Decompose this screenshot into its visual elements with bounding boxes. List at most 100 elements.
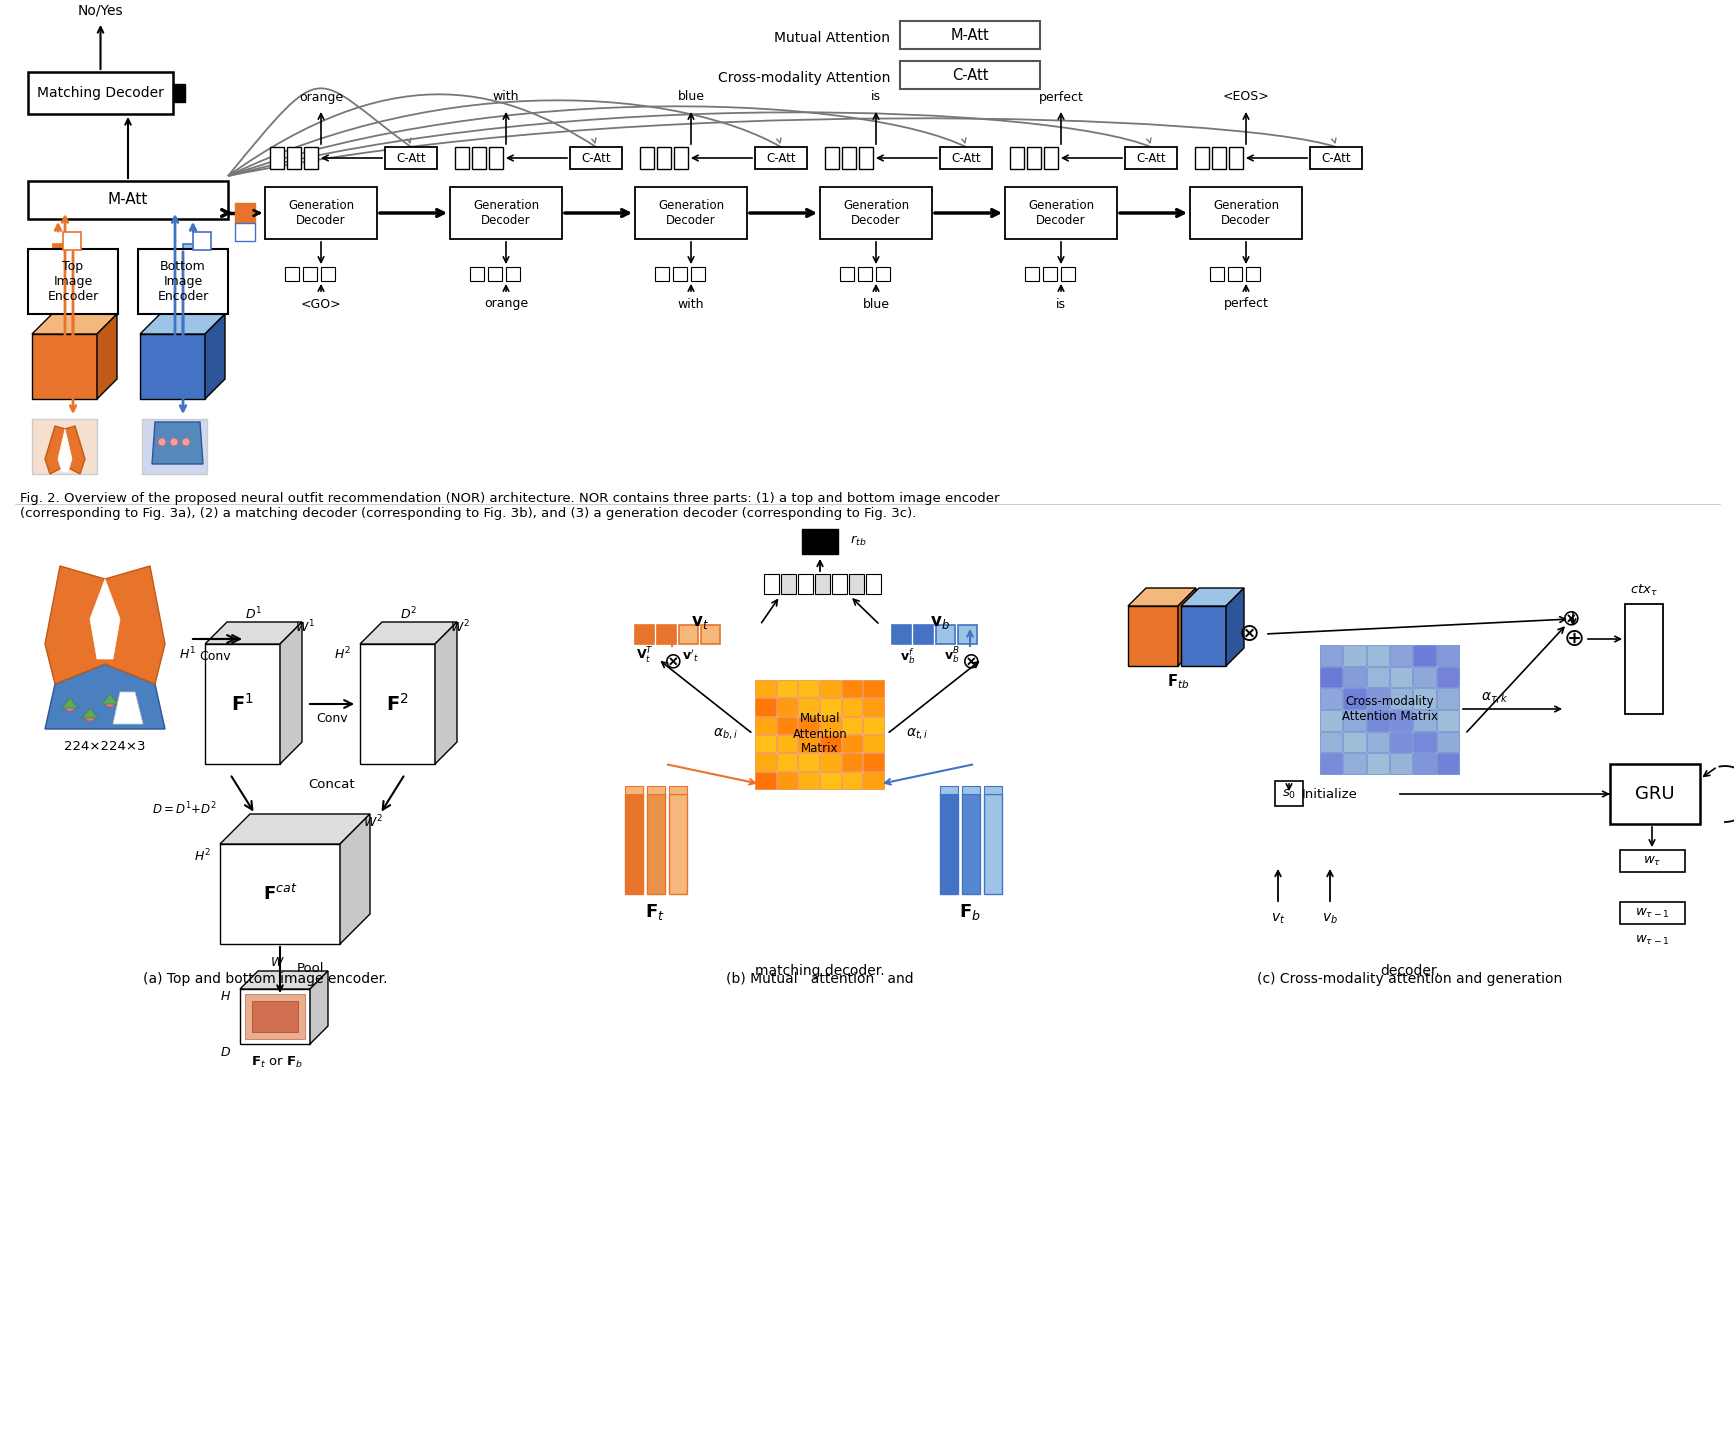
- FancyBboxPatch shape: [265, 186, 376, 239]
- FancyBboxPatch shape: [1366, 710, 1389, 731]
- FancyBboxPatch shape: [777, 736, 798, 753]
- FancyBboxPatch shape: [506, 267, 520, 281]
- Text: $\mathbf{F}_b$: $\mathbf{F}_b$: [959, 902, 981, 922]
- Text: Generation
Decoder: Generation Decoder: [473, 199, 539, 227]
- Text: (c) Cross-modality attention and generation: (c) Cross-modality attention and generat…: [1257, 972, 1562, 987]
- Text: $\mathbf{F}^2$: $\mathbf{F}^2$: [387, 693, 409, 716]
- FancyBboxPatch shape: [841, 717, 862, 734]
- FancyBboxPatch shape: [1437, 667, 1458, 687]
- Text: orange: orange: [484, 297, 529, 311]
- FancyBboxPatch shape: [841, 753, 862, 770]
- FancyBboxPatch shape: [669, 786, 687, 794]
- FancyBboxPatch shape: [841, 736, 862, 753]
- FancyBboxPatch shape: [983, 786, 1002, 794]
- FancyBboxPatch shape: [841, 698, 862, 716]
- Text: $\alpha_{\tau,k}$: $\alpha_{\tau,k}$: [1481, 691, 1509, 707]
- Text: Generation
Decoder: Generation Decoder: [1214, 199, 1280, 227]
- Text: C-Att: C-Att: [395, 152, 427, 165]
- FancyBboxPatch shape: [765, 574, 779, 594]
- Polygon shape: [220, 845, 340, 944]
- Circle shape: [182, 437, 191, 446]
- FancyBboxPatch shape: [271, 148, 284, 169]
- FancyBboxPatch shape: [777, 698, 798, 716]
- FancyBboxPatch shape: [1366, 645, 1389, 665]
- Text: $W^1$: $W^1$: [295, 618, 316, 635]
- FancyBboxPatch shape: [940, 786, 957, 794]
- Text: with: with: [492, 90, 518, 103]
- FancyBboxPatch shape: [31, 419, 97, 475]
- Text: $\mathbf{F}_t$ or $\mathbf{F}_b$: $\mathbf{F}_t$ or $\mathbf{F}_b$: [251, 1054, 303, 1070]
- FancyBboxPatch shape: [669, 794, 687, 893]
- FancyBboxPatch shape: [1366, 731, 1389, 753]
- Text: $\mathbf{F}_t$: $\mathbf{F}_t$: [645, 902, 664, 922]
- Polygon shape: [361, 622, 458, 644]
- FancyBboxPatch shape: [1229, 148, 1243, 169]
- Text: perfect: perfect: [1224, 297, 1269, 311]
- Circle shape: [170, 437, 179, 446]
- Text: $\alpha_{t,i}$: $\alpha_{t,i}$: [905, 727, 928, 741]
- Text: decoder.: decoder.: [1380, 964, 1439, 978]
- FancyBboxPatch shape: [139, 250, 227, 314]
- Text: C-Att: C-Att: [581, 152, 610, 165]
- FancyBboxPatch shape: [798, 753, 818, 770]
- Text: $w_{\tau-1}$: $w_{\tau-1}$: [1635, 906, 1670, 919]
- Polygon shape: [1129, 588, 1196, 607]
- Text: (b) Mutual   attention   and: (b) Mutual attention and: [727, 972, 914, 987]
- Text: $W^2$: $W^2$: [362, 813, 383, 830]
- FancyBboxPatch shape: [680, 625, 699, 644]
- FancyBboxPatch shape: [820, 680, 841, 697]
- FancyBboxPatch shape: [288, 148, 302, 169]
- Polygon shape: [205, 622, 302, 644]
- FancyBboxPatch shape: [1391, 731, 1411, 753]
- Polygon shape: [102, 694, 118, 704]
- FancyBboxPatch shape: [900, 62, 1040, 89]
- Text: $D$: $D$: [220, 1045, 232, 1058]
- FancyBboxPatch shape: [754, 771, 775, 789]
- Text: C-Att: C-Att: [952, 67, 988, 83]
- Polygon shape: [81, 708, 99, 718]
- FancyBboxPatch shape: [303, 267, 317, 281]
- FancyBboxPatch shape: [54, 244, 71, 262]
- FancyBboxPatch shape: [1391, 710, 1411, 731]
- FancyBboxPatch shape: [798, 771, 818, 789]
- FancyBboxPatch shape: [624, 786, 643, 794]
- FancyBboxPatch shape: [1320, 645, 1342, 665]
- Text: $H$: $H$: [220, 991, 232, 1004]
- FancyBboxPatch shape: [43, 257, 61, 274]
- FancyBboxPatch shape: [236, 224, 255, 241]
- Circle shape: [106, 697, 114, 707]
- FancyBboxPatch shape: [1413, 667, 1436, 687]
- Text: Generation
Decoder: Generation Decoder: [288, 199, 354, 227]
- FancyBboxPatch shape: [820, 717, 841, 734]
- FancyBboxPatch shape: [1009, 148, 1025, 169]
- FancyBboxPatch shape: [192, 232, 212, 250]
- FancyBboxPatch shape: [1344, 645, 1366, 665]
- FancyBboxPatch shape: [1391, 688, 1411, 708]
- Polygon shape: [121, 704, 139, 714]
- FancyBboxPatch shape: [236, 204, 255, 224]
- Text: $\otimes$: $\otimes$: [961, 652, 980, 673]
- Polygon shape: [45, 566, 165, 684]
- Text: M-Att: M-Att: [950, 27, 990, 43]
- FancyBboxPatch shape: [655, 267, 669, 281]
- Circle shape: [125, 707, 135, 717]
- Text: $H^2$: $H^2$: [194, 847, 210, 865]
- FancyBboxPatch shape: [754, 148, 806, 169]
- Text: $W^2$: $W^2$: [451, 618, 470, 635]
- Text: $\mathbf{v}'_t$: $\mathbf{v}'_t$: [681, 648, 699, 664]
- FancyBboxPatch shape: [1366, 753, 1389, 774]
- FancyBboxPatch shape: [858, 267, 872, 281]
- Text: blue: blue: [862, 297, 890, 311]
- FancyBboxPatch shape: [1609, 764, 1699, 825]
- FancyBboxPatch shape: [777, 753, 798, 770]
- FancyBboxPatch shape: [1366, 667, 1389, 687]
- Polygon shape: [220, 815, 369, 845]
- FancyBboxPatch shape: [28, 181, 227, 219]
- FancyBboxPatch shape: [815, 574, 831, 594]
- Polygon shape: [205, 314, 225, 399]
- FancyBboxPatch shape: [657, 148, 671, 169]
- Text: $D^1$: $D^1$: [244, 605, 262, 622]
- FancyBboxPatch shape: [864, 680, 884, 697]
- FancyBboxPatch shape: [839, 267, 855, 281]
- FancyBboxPatch shape: [1210, 267, 1224, 281]
